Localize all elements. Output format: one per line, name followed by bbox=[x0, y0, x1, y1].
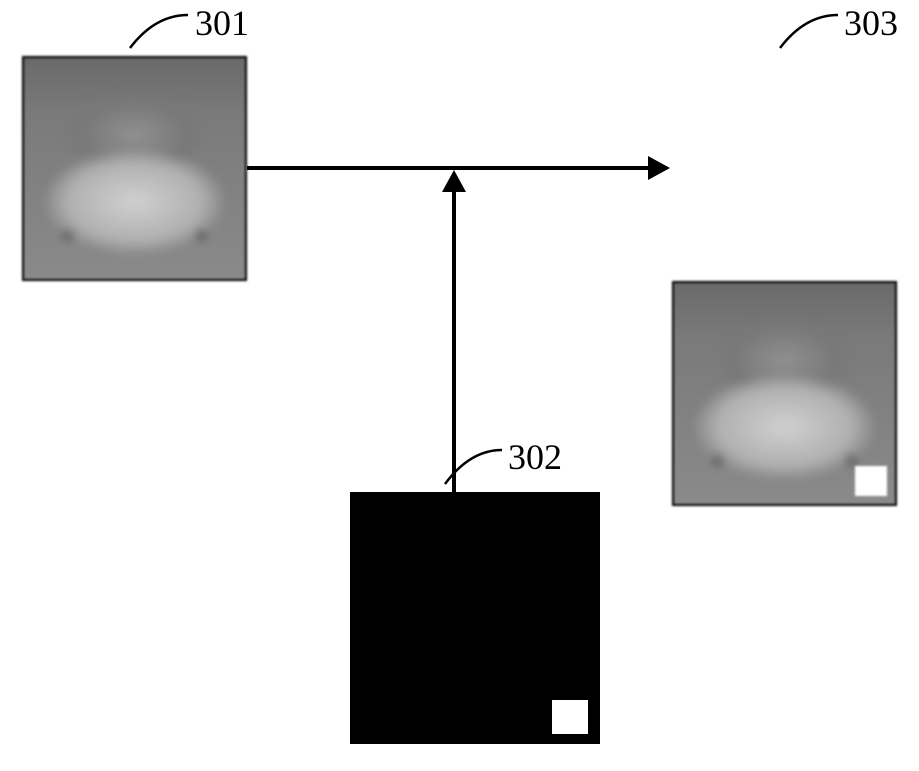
arrow-vertical-head bbox=[442, 170, 466, 192]
image-box-301 bbox=[22, 56, 247, 281]
image-box-303 bbox=[672, 281, 897, 506]
white-corner-302 bbox=[552, 700, 588, 734]
label-303: 303 bbox=[844, 2, 898, 44]
car-silhouette bbox=[24, 58, 245, 279]
image-box-302 bbox=[350, 492, 600, 744]
white-corner-303 bbox=[855, 466, 887, 496]
arrow-horizontal-head bbox=[648, 156, 670, 180]
label-302: 302 bbox=[508, 436, 562, 478]
label-301: 301 bbox=[195, 2, 249, 44]
arrow-vertical-shaft bbox=[452, 190, 456, 492]
